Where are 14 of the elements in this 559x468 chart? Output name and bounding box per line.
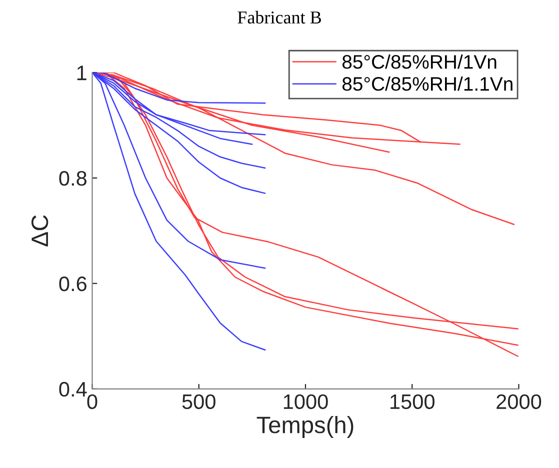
y-axis-title: ΔC: [31, 215, 48, 246]
x-tick-label: 1000: [284, 394, 328, 410]
x-tick-label: 2000: [496, 394, 542, 410]
x-tick-label: 500: [182, 394, 216, 410]
legend-label: 85°C/85%RH/1Vn: [342, 54, 496, 69]
chart-title: Fabricant B: [238, 10, 321, 24]
y-tick-label: 0.6: [59, 276, 86, 292]
y-tick-label: 0.4: [59, 382, 87, 397]
x-tick-label: 0: [87, 394, 98, 410]
x-tick-label: 1500: [390, 394, 434, 410]
x-axis-title: Temps(h): [256, 416, 354, 438]
y-tick-label: 1: [77, 66, 86, 80]
y-tick-label: 0.8: [59, 170, 86, 186]
legend-label: 85°C/85%RH/1.1Vn: [342, 76, 512, 91]
